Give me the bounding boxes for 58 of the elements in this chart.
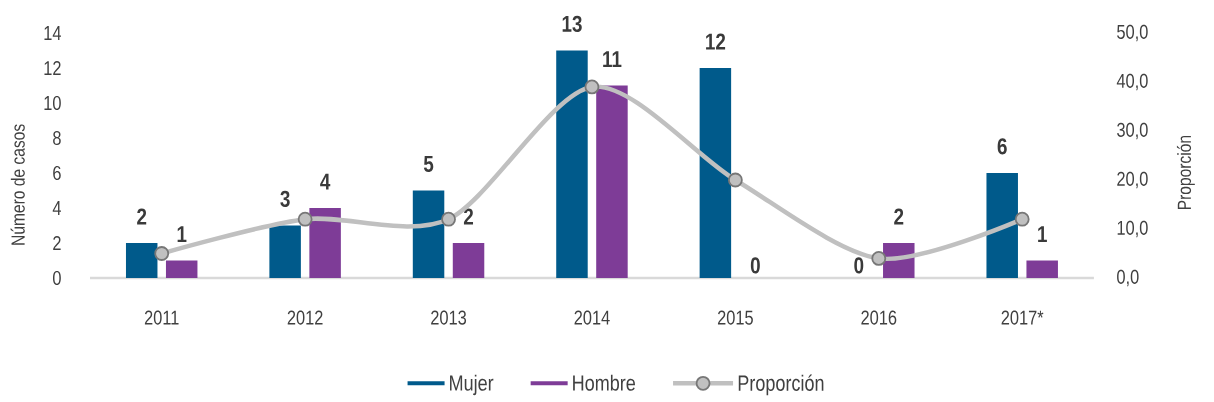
point	[297, 211, 313, 227]
y2-axis-title: Proporción	[1176, 136, 1195, 210]
y2-tick-label: 0,0	[1117, 269, 1139, 287]
x-tick-label: 2012	[287, 310, 323, 325]
y-tick-label: 12	[44, 61, 61, 75]
point	[1014, 211, 1030, 227]
y-tick-label: 8	[53, 130, 61, 146]
y2-tick-label: 40,0	[1116, 73, 1148, 91]
bar	[1026, 260, 1058, 278]
bar	[596, 85, 628, 278]
data-label: 0	[750, 257, 760, 274]
bar	[556, 50, 588, 278]
x-tick-label: 2013	[431, 310, 467, 325]
point	[727, 172, 743, 188]
data-label: 0	[854, 257, 864, 274]
y-tick-label: 6	[53, 165, 61, 181]
legend-label: Hombre	[573, 374, 636, 391]
data-label: 11	[603, 51, 622, 67]
bar	[125, 243, 158, 278]
point	[871, 251, 887, 266]
x-tick-label: 2016	[861, 310, 897, 325]
y2-tick-label: 30,0	[1117, 122, 1148, 140]
y-tick-label: 10	[44, 95, 61, 111]
data-label: 4	[320, 173, 331, 190]
bar	[412, 190, 445, 278]
data-label: 1	[177, 226, 187, 242]
y-axis-title: Número de casos	[10, 124, 25, 245]
data-label: 1	[1038, 226, 1047, 242]
point	[584, 79, 600, 95]
data-label: 12	[706, 33, 726, 50]
x-tick-label: 2011	[144, 310, 179, 325]
data-label: 5	[423, 155, 434, 172]
y-tick-label: 0	[53, 270, 61, 286]
point	[441, 211, 456, 227]
bar	[986, 173, 1018, 278]
point	[154, 246, 170, 261]
bar	[165, 260, 198, 278]
y-tick-label: 4	[52, 201, 61, 215]
y2-tick-label: 10,0	[1117, 220, 1148, 238]
data-label: 6	[997, 138, 1007, 155]
x-tick-label: 2017*	[1001, 310, 1044, 325]
y-tick-label: 14	[44, 26, 61, 40]
x-tick-label: 2015	[717, 310, 753, 325]
bar	[452, 243, 485, 278]
data-label: 13	[562, 15, 582, 32]
data-label: 2	[463, 208, 474, 225]
bar	[699, 68, 732, 278]
y2-tick-label: 20,0	[1117, 171, 1148, 189]
bar	[309, 208, 341, 278]
x-tick-label: 2014	[574, 310, 610, 325]
y2-tick-label: 50,0	[1117, 24, 1148, 42]
bar	[269, 225, 301, 278]
data-label: 3	[280, 190, 290, 207]
data-label: 2	[137, 208, 147, 225]
data-label: 2	[894, 208, 904, 225]
legend-label: Mujer	[450, 374, 494, 396]
y-tick-label: 2	[53, 236, 61, 250]
legend-label: Proporción	[738, 374, 824, 396]
